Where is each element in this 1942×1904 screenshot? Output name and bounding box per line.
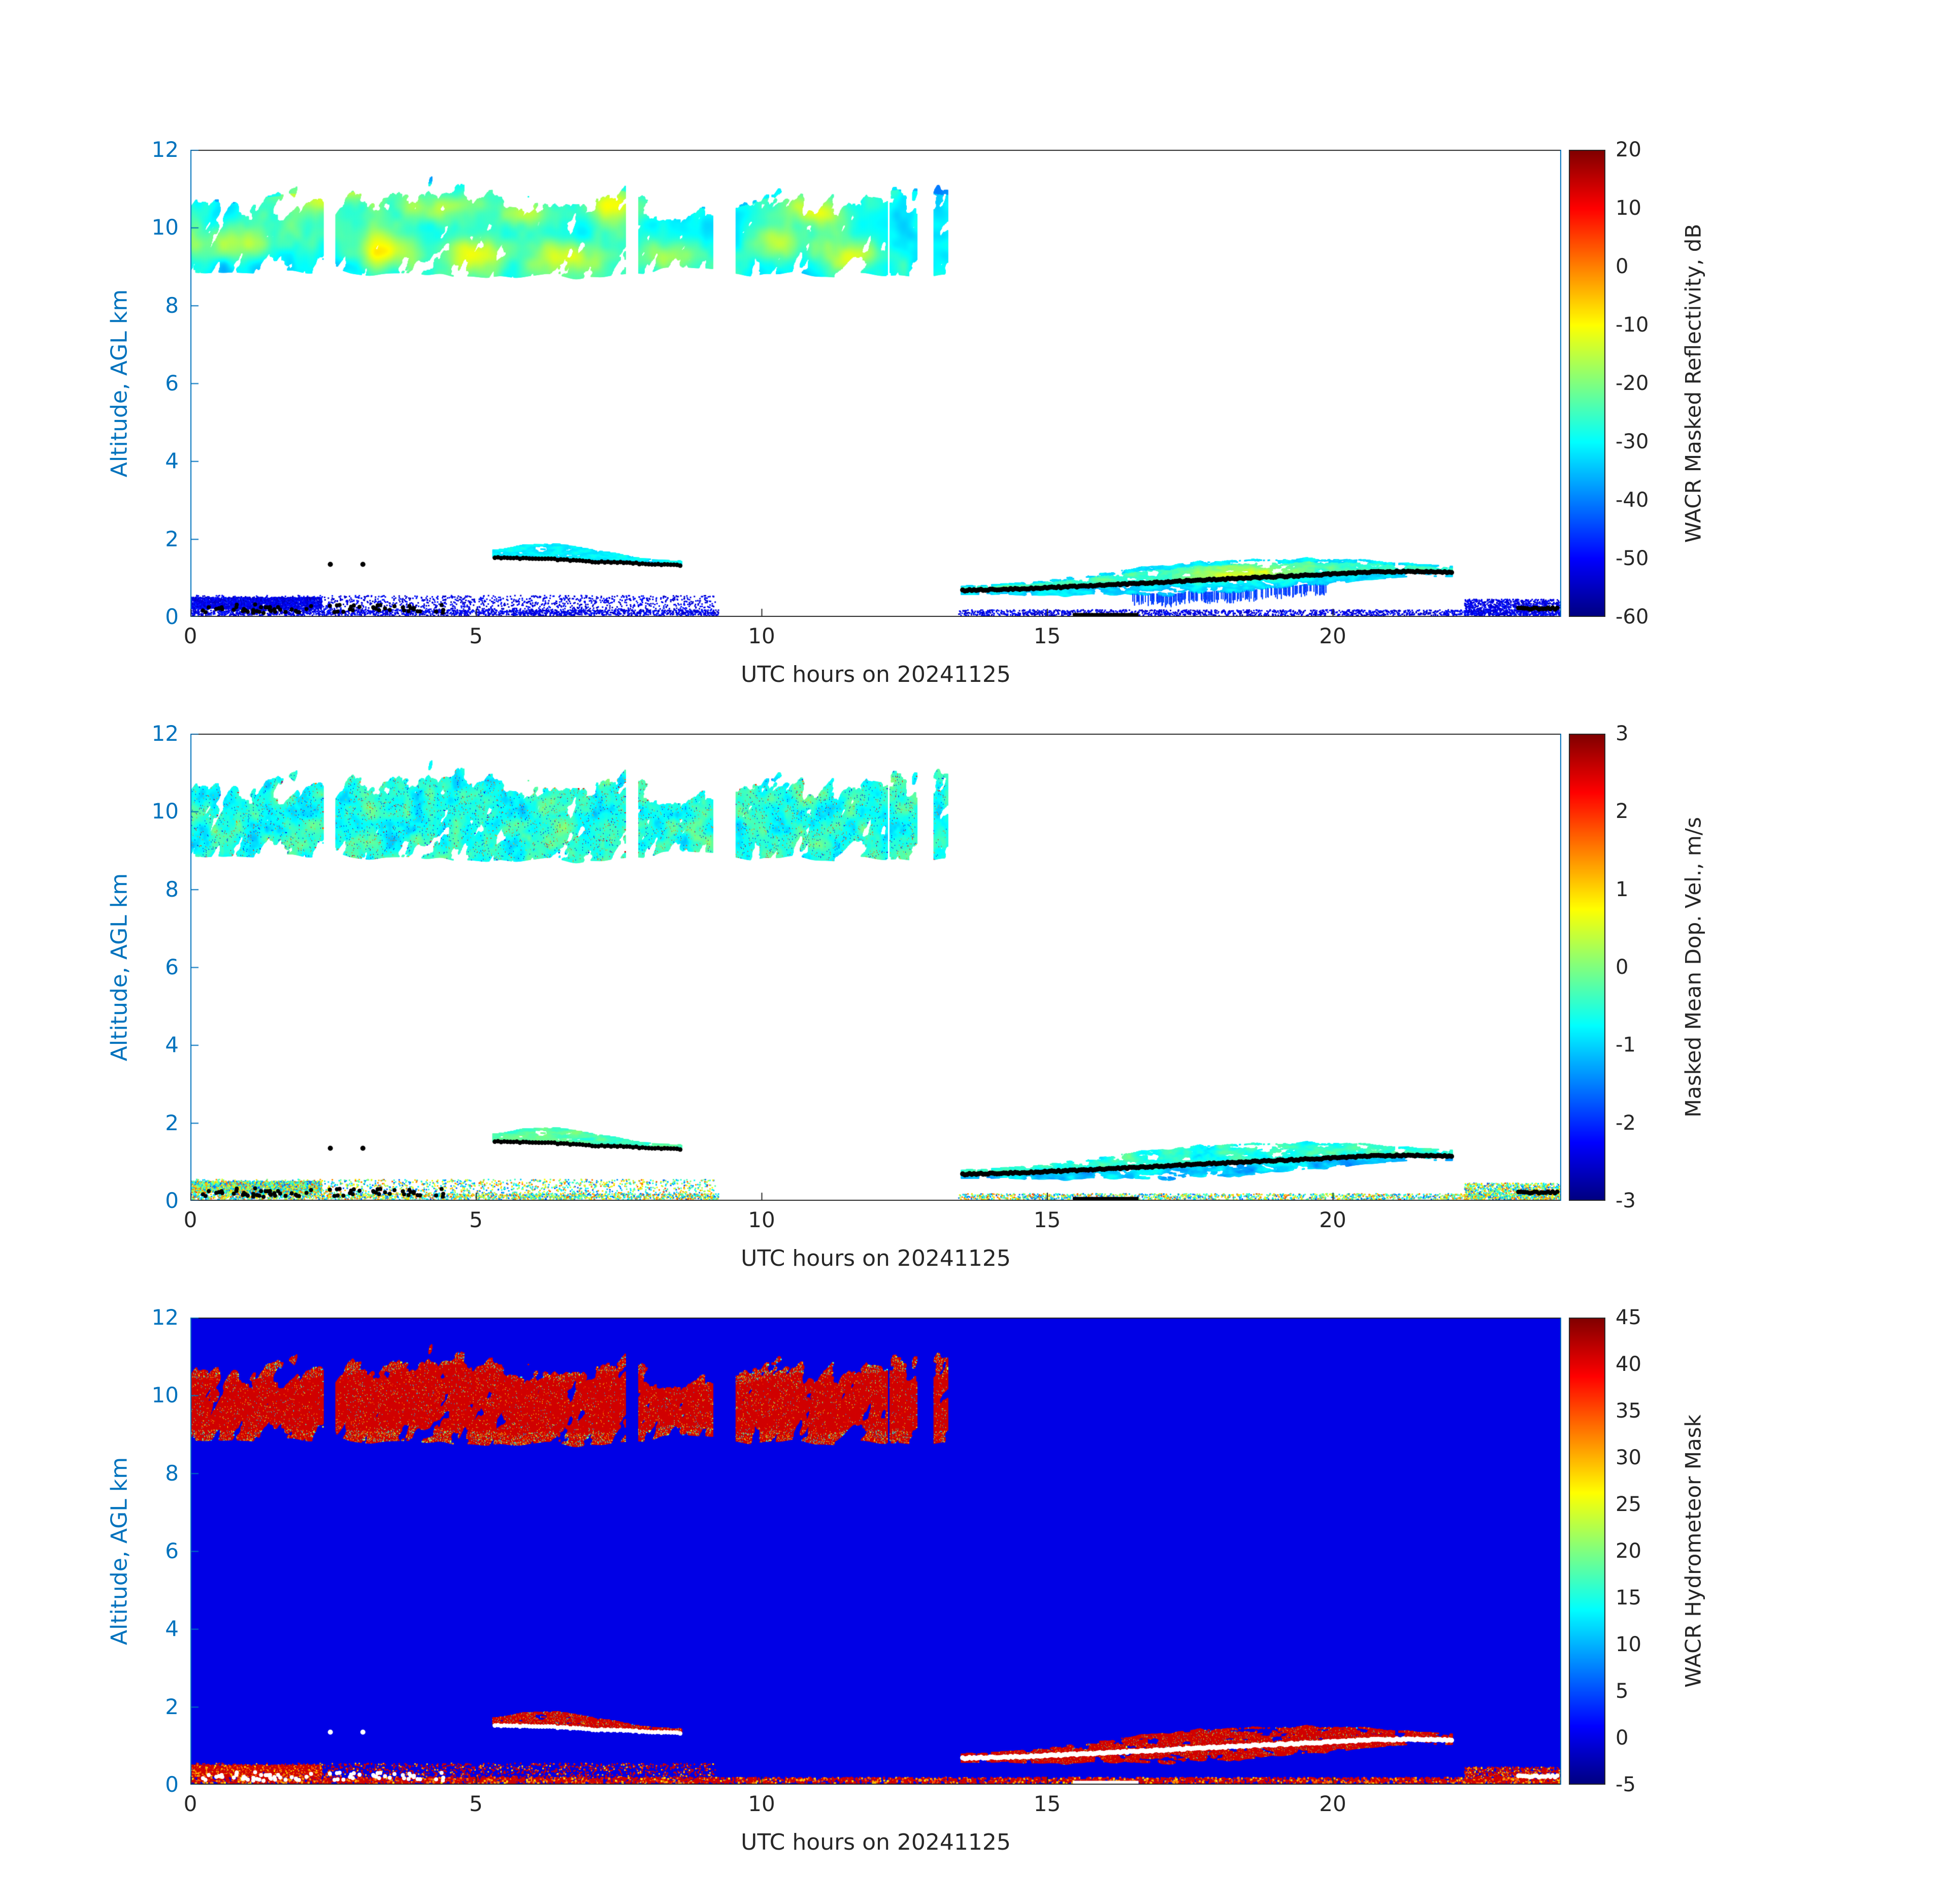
colorbar-velocity: [1569, 734, 1605, 1201]
colorbar-tick-label: 20: [1616, 1539, 1641, 1563]
colorbar-tick-label: 30: [1616, 1446, 1641, 1469]
y-tick-label: 6: [165, 955, 179, 979]
y-tick-label: 2: [165, 526, 179, 551]
colorbar-tick-label: -3: [1616, 1189, 1636, 1212]
x-tick-label: 15: [1033, 1791, 1061, 1816]
colorbar-tick-label: 15: [1616, 1586, 1641, 1610]
x-axis-label: UTC hours on 20241125: [741, 1829, 1011, 1855]
colorbar-tick-label: -5: [1616, 1773, 1636, 1796]
x-tick-label: 5: [469, 623, 483, 648]
colorbar-tick-label: 2: [1616, 800, 1629, 824]
colorbar-tick-label: 0: [1616, 255, 1629, 278]
colorbar-tick-label: -60: [1616, 605, 1649, 629]
y-tick-label: 0: [165, 1188, 179, 1213]
colorbar-tick-label: 45: [1616, 1306, 1641, 1329]
x-tick-label: 10: [748, 1791, 775, 1816]
colorbar-label: Masked Mean Dop. Vel., m/s: [1681, 817, 1706, 1118]
x-axis-label: UTC hours on 20241125: [741, 662, 1011, 687]
colorbar-tick-label: 5: [1616, 1680, 1629, 1703]
y-tick-label: 8: [165, 1460, 179, 1486]
x-tick-label: 20: [1319, 1791, 1346, 1816]
colorbar-tick-label: 35: [1616, 1399, 1641, 1423]
panel-doppler-velocity: Altitude, AGL km 0 2 4 6 8 10 12 0 5 10 15 20 UTC …: [0, 721, 1942, 1318]
colorbar-reflectivity: [1569, 150, 1605, 617]
x-tick-label: 20: [1319, 1207, 1346, 1232]
x-tick-label: 5: [469, 1791, 483, 1816]
colorbar-tick-label: 10: [1616, 1633, 1641, 1656]
colorbar-tick-label: -30: [1616, 430, 1649, 453]
y-tick-label: 12: [151, 137, 179, 162]
y-tick-label: 6: [165, 371, 179, 396]
y-tick-label: 8: [165, 876, 179, 902]
x-tick-labels: 0 5 10 15 20: [184, 1205, 1561, 1235]
colorbar-tick-label: -2: [1616, 1111, 1636, 1135]
colorbar-tick-label: -1: [1616, 1033, 1636, 1057]
y-tick-label: 2: [165, 1694, 179, 1719]
y-tick-label: 4: [165, 1616, 179, 1642]
colorbar-tick-label: -20: [1616, 372, 1649, 395]
y-tick-label: 10: [151, 1383, 179, 1408]
y-tick-labels: 0 2 4 6 8 10 12: [0, 138, 179, 629]
colorbar-tick-label: 0: [1616, 956, 1629, 979]
x-tick-label: 10: [748, 623, 775, 648]
x-tick-labels: 0 5 10 15 20: [184, 1789, 1561, 1819]
x-tick-label: 0: [183, 1207, 198, 1232]
x-tick-label: 0: [183, 623, 198, 648]
y-tick-labels: 0 2 4 6 8 10 12: [0, 1305, 179, 1797]
y-tick-label: 2: [165, 1110, 179, 1135]
colorbar-tick-labels: 45 40 35 30 25 20 15 10 5 0 -5: [1616, 1306, 1717, 1796]
colorbar-tick-labels: 3 2 1 0 -1 -2 -3: [1616, 722, 1717, 1212]
y-tick-label: 10: [151, 215, 179, 240]
colorbar-mask: [1569, 1318, 1605, 1785]
colorbar-label: WACR Hydrometeor Mask: [1681, 1415, 1706, 1688]
colorbar-tick-label: -40: [1616, 488, 1649, 512]
colorbar-tick-label: 1: [1616, 877, 1629, 901]
x-tick-label: 5: [469, 1207, 483, 1232]
y-tick-label: 8: [165, 292, 179, 318]
x-axis-label: UTC hours on 20241125: [741, 1245, 1011, 1271]
y-tick-label: 4: [165, 1032, 179, 1058]
colorbar-tick-label: 40: [1616, 1353, 1641, 1376]
colorbar-tick-label: 20: [1616, 138, 1641, 161]
heatmap-plot-mask: [190, 1318, 1561, 1785]
y-tick-label: 0: [165, 604, 179, 629]
colorbar-label: WACR Masked Reflectivity, dB: [1681, 223, 1706, 543]
colorbar-tick-label: -10: [1616, 313, 1649, 337]
x-tick-label: 10: [748, 1207, 775, 1232]
colorbar-tick-labels: 20 10 0 -10 -20 -30 -40 -50 -60: [1616, 138, 1717, 629]
y-tick-label: 12: [151, 1305, 179, 1330]
y-tick-label: 0: [165, 1772, 179, 1797]
y-tick-labels: 0 2 4 6 8 10 12: [0, 721, 179, 1213]
colorbar-tick-label: 3: [1616, 722, 1629, 745]
panel-hydrometeor-mask: Altitude, AGL km 0 2 4 6 8 10 12 0 5 10 15 20 UTC …: [0, 1305, 1942, 1901]
colorbar-tick-label: 25: [1616, 1493, 1641, 1516]
x-tick-label: 20: [1319, 623, 1346, 648]
colorbar-tick-label: 10: [1616, 196, 1641, 220]
x-tick-label: 0: [183, 1791, 198, 1816]
x-tick-labels: 0 5 10 15 20: [184, 621, 1561, 651]
heatmap-plot-velocity: [190, 734, 1561, 1201]
colorbar-tick-label: -50: [1616, 547, 1649, 570]
y-tick-label: 12: [151, 721, 179, 746]
y-tick-label: 4: [165, 448, 179, 474]
panel-reflectivity: Altitude, AGL km 0 2 4 6 8 10 12 0 5 10 15 20 UTC …: [0, 138, 1942, 734]
x-tick-label: 15: [1033, 1207, 1061, 1232]
y-tick-label: 6: [165, 1538, 179, 1563]
y-tick-label: 10: [151, 799, 179, 824]
heatmap-plot-reflectivity: [190, 150, 1561, 617]
x-tick-label: 15: [1033, 623, 1061, 648]
colorbar-tick-label: 0: [1616, 1726, 1629, 1750]
